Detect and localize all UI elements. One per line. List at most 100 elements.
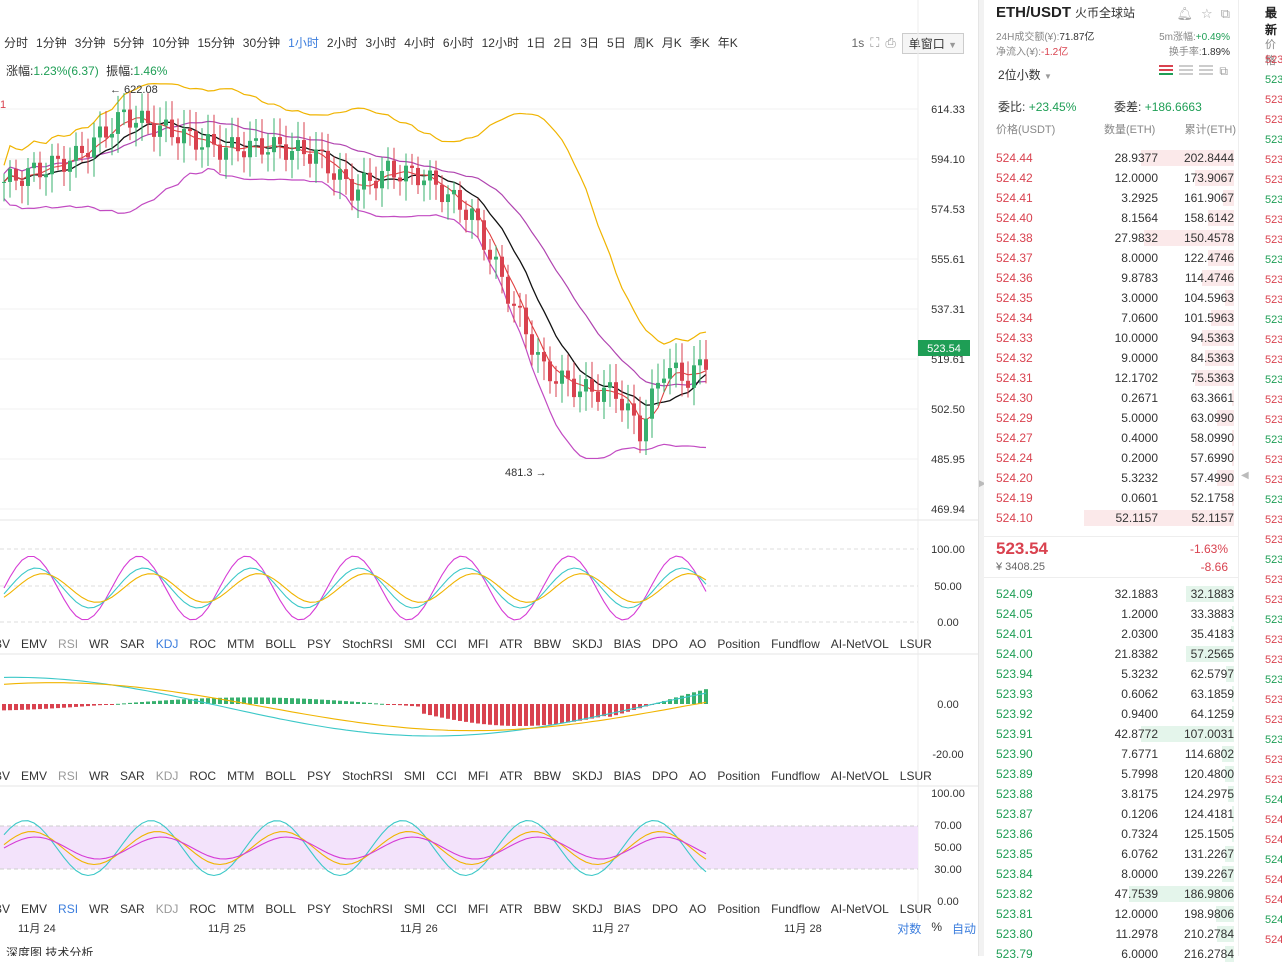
indicator-bias[interactable]: BIAS xyxy=(613,769,641,783)
layout-asks-icon[interactable] xyxy=(1179,64,1194,76)
indicator-lsur[interactable]: LSUR xyxy=(899,902,932,916)
ask-row[interactable]: 524.29 5.0000 63.0990 xyxy=(984,408,1238,428)
timeframe-12[interactable]: 12小时 xyxy=(481,35,519,50)
timeframe-11[interactable]: 6小时 xyxy=(442,35,474,50)
bid-row[interactable]: 523.81 12.0000 198.9806 xyxy=(984,904,1238,924)
indicator-bv[interactable]: BV xyxy=(0,637,11,651)
star-icon[interactable]: ☆ xyxy=(1201,6,1213,21)
indicator-dpo[interactable]: DPO xyxy=(652,637,679,651)
indicator-roc[interactable]: ROC xyxy=(189,769,217,783)
indicator-sar[interactable]: SAR xyxy=(120,637,145,651)
bottom-tabs[interactable]: 深度图 技术分析 xyxy=(6,946,94,956)
popout-icon[interactable]: ⧉ xyxy=(1220,6,1230,21)
timeframe-20[interactable]: 年K xyxy=(717,35,738,50)
timeframe-18[interactable]: 月K xyxy=(661,35,682,50)
indicator-roc[interactable]: ROC xyxy=(189,637,217,651)
indicator-emv[interactable]: EMV xyxy=(21,902,48,916)
timeframe-6[interactable]: 30分钟 xyxy=(242,35,281,50)
indicator-skdj[interactable]: SKDJ xyxy=(571,637,603,651)
ask-row[interactable]: 524.27 0.4000 58.0990 xyxy=(984,428,1238,448)
indicator-boll[interactable]: BOLL xyxy=(265,637,297,651)
ask-row[interactable]: 524.34 7.0600 101.5963 xyxy=(984,308,1238,328)
bid-row[interactable]: 523.89 5.7998 120.4800 xyxy=(984,764,1238,784)
indicator-dpo[interactable]: DPO xyxy=(652,902,679,916)
candlestick-chart[interactable]: 100.00 50.00 0.00 0.00 -20.00 100.00 70.00 50.0… xyxy=(0,0,978,956)
indicator-stochrsi[interactable]: StochRSI xyxy=(342,769,393,783)
indicator-bias[interactable]: BIAS xyxy=(613,902,641,916)
ask-row[interactable]: 524.41 3.2925 161.9067 xyxy=(984,188,1238,208)
timeframe-1[interactable]: 1分钟 xyxy=(36,35,67,50)
bid-row[interactable]: 523.79 6.0000 216.2784 xyxy=(984,944,1238,964)
ask-row[interactable]: 524.42 12.0000 173.9067 xyxy=(984,168,1238,188)
indicator-cci[interactable]: CCI xyxy=(436,902,457,916)
indicator-bv[interactable]: BV xyxy=(0,902,11,916)
indicator-wr[interactable]: WR xyxy=(89,769,110,783)
indicator-skdj[interactable]: SKDJ xyxy=(571,769,603,783)
panel-divider[interactable]: ▶ xyxy=(978,0,986,956)
indicator-cci[interactable]: CCI xyxy=(436,769,457,783)
ask-row[interactable]: 524.19 0.0601 52.1758 xyxy=(984,488,1238,508)
timeframe-17[interactable]: 周K xyxy=(633,35,654,50)
bid-row[interactable]: 523.86 0.7324 125.1505 xyxy=(984,824,1238,844)
indicator-psy[interactable]: PSY xyxy=(307,637,332,651)
ask-row[interactable]: 524.20 5.3232 57.4990 xyxy=(984,468,1238,488)
bid-row[interactable]: 524.05 1.2000 33.3883 xyxy=(984,604,1238,624)
fullscreen-icon[interactable]: ⛶ xyxy=(870,35,880,50)
bid-row[interactable]: 523.94 5.3232 62.5797 xyxy=(984,664,1238,684)
timeframe-19[interactable]: 季K xyxy=(689,35,710,50)
ask-row[interactable]: 524.38 27.9832 150.4578 xyxy=(984,228,1238,248)
screenshot-icon[interactable]: ⎙ xyxy=(885,35,896,50)
bid-row[interactable]: 524.01 2.0300 35.4183 xyxy=(984,624,1238,644)
indicator-smi[interactable]: SMI xyxy=(403,769,426,783)
indicator-sar[interactable]: SAR xyxy=(120,902,145,916)
indicator-boll[interactable]: BOLL xyxy=(265,769,297,783)
indicator-stochrsi[interactable]: StochRSI xyxy=(342,902,393,916)
indicator-wr[interactable]: WR xyxy=(89,902,110,916)
timeframe-14[interactable]: 2日 xyxy=(553,35,573,50)
ask-row[interactable]: 524.36 9.8783 114.4746 xyxy=(984,268,1238,288)
indicator-ai-netvol[interactable]: AI-NetVOL xyxy=(830,769,889,783)
bid-row[interactable]: 523.93 0.6062 63.1859 xyxy=(984,684,1238,704)
indicator-smi[interactable]: SMI xyxy=(403,902,426,916)
collapse-arrow-icon[interactable]: ▶ xyxy=(979,478,986,488)
timeframe-9[interactable]: 3小时 xyxy=(365,35,397,50)
ask-row[interactable]: 524.33 10.0000 94.5363 xyxy=(984,328,1238,348)
indicator-ai-netvol[interactable]: AI-NetVOL xyxy=(830,637,889,651)
timeframe-0[interactable]: 分时 xyxy=(4,35,29,50)
bid-row[interactable]: 524.09 32.1883 32.1883 xyxy=(984,584,1238,604)
indicator-boll[interactable]: BOLL xyxy=(265,902,297,916)
ask-row[interactable]: 524.10 52.1157 52.1157 xyxy=(984,508,1238,528)
timeframe-15[interactable]: 3日 xyxy=(580,35,600,50)
indicator-emv[interactable]: EMV xyxy=(21,637,48,651)
layout-bids-icon[interactable] xyxy=(1199,64,1214,76)
indicator-rsi[interactable]: RSI xyxy=(58,769,79,783)
indicator-lsur[interactable]: LSUR xyxy=(899,637,932,651)
bid-row[interactable]: 523.82 47.7539 186.9806 xyxy=(984,884,1238,904)
timeframe-7[interactable]: 1小时 xyxy=(288,35,319,50)
bid-row[interactable]: 523.84 8.0000 139.2267 xyxy=(984,864,1238,884)
ask-row[interactable]: 524.31 12.1702 75.5363 xyxy=(984,368,1238,388)
indicator-bbw[interactable]: BBW xyxy=(533,769,561,783)
timeframe-10[interactable]: 4小时 xyxy=(404,35,435,50)
bid-row[interactable]: 523.88 3.8175 124.2975 xyxy=(984,784,1238,804)
indicator-mfi[interactable]: MFI xyxy=(467,769,489,783)
indicator-mfi[interactable]: MFI xyxy=(467,637,489,651)
indicator-psy[interactable]: PSY xyxy=(307,902,332,916)
indicator-emv[interactable]: EMV xyxy=(21,769,48,783)
bell-icon[interactable]: 🔔︎ xyxy=(1176,6,1194,21)
indicator-psy[interactable]: PSY xyxy=(307,769,332,783)
indicator-kdj[interactable]: KDJ xyxy=(155,769,179,783)
indicator-mtm[interactable]: MTM xyxy=(227,769,255,783)
decimals-select[interactable]: 2位小数 ▼ xyxy=(998,66,1052,83)
bid-row[interactable]: 523.91 42.8772 107.0031 xyxy=(984,724,1238,744)
indicator-rsi[interactable]: RSI xyxy=(58,902,79,916)
bid-row[interactable]: 523.90 7.6771 114.6802 xyxy=(984,744,1238,764)
indicator-ao[interactable]: AO xyxy=(689,769,707,783)
ask-row[interactable]: 524.40 8.1564 158.6142 xyxy=(984,208,1238,228)
indicator-cci[interactable]: CCI xyxy=(436,637,457,651)
layout-both-icon[interactable] xyxy=(1159,64,1174,76)
timeframe-5[interactable]: 15分钟 xyxy=(197,35,235,50)
indicator-atr[interactable]: ATR xyxy=(499,637,523,651)
timeframe-3[interactable]: 5分钟 xyxy=(113,35,145,50)
indicator-mtm[interactable]: MTM xyxy=(227,902,255,916)
